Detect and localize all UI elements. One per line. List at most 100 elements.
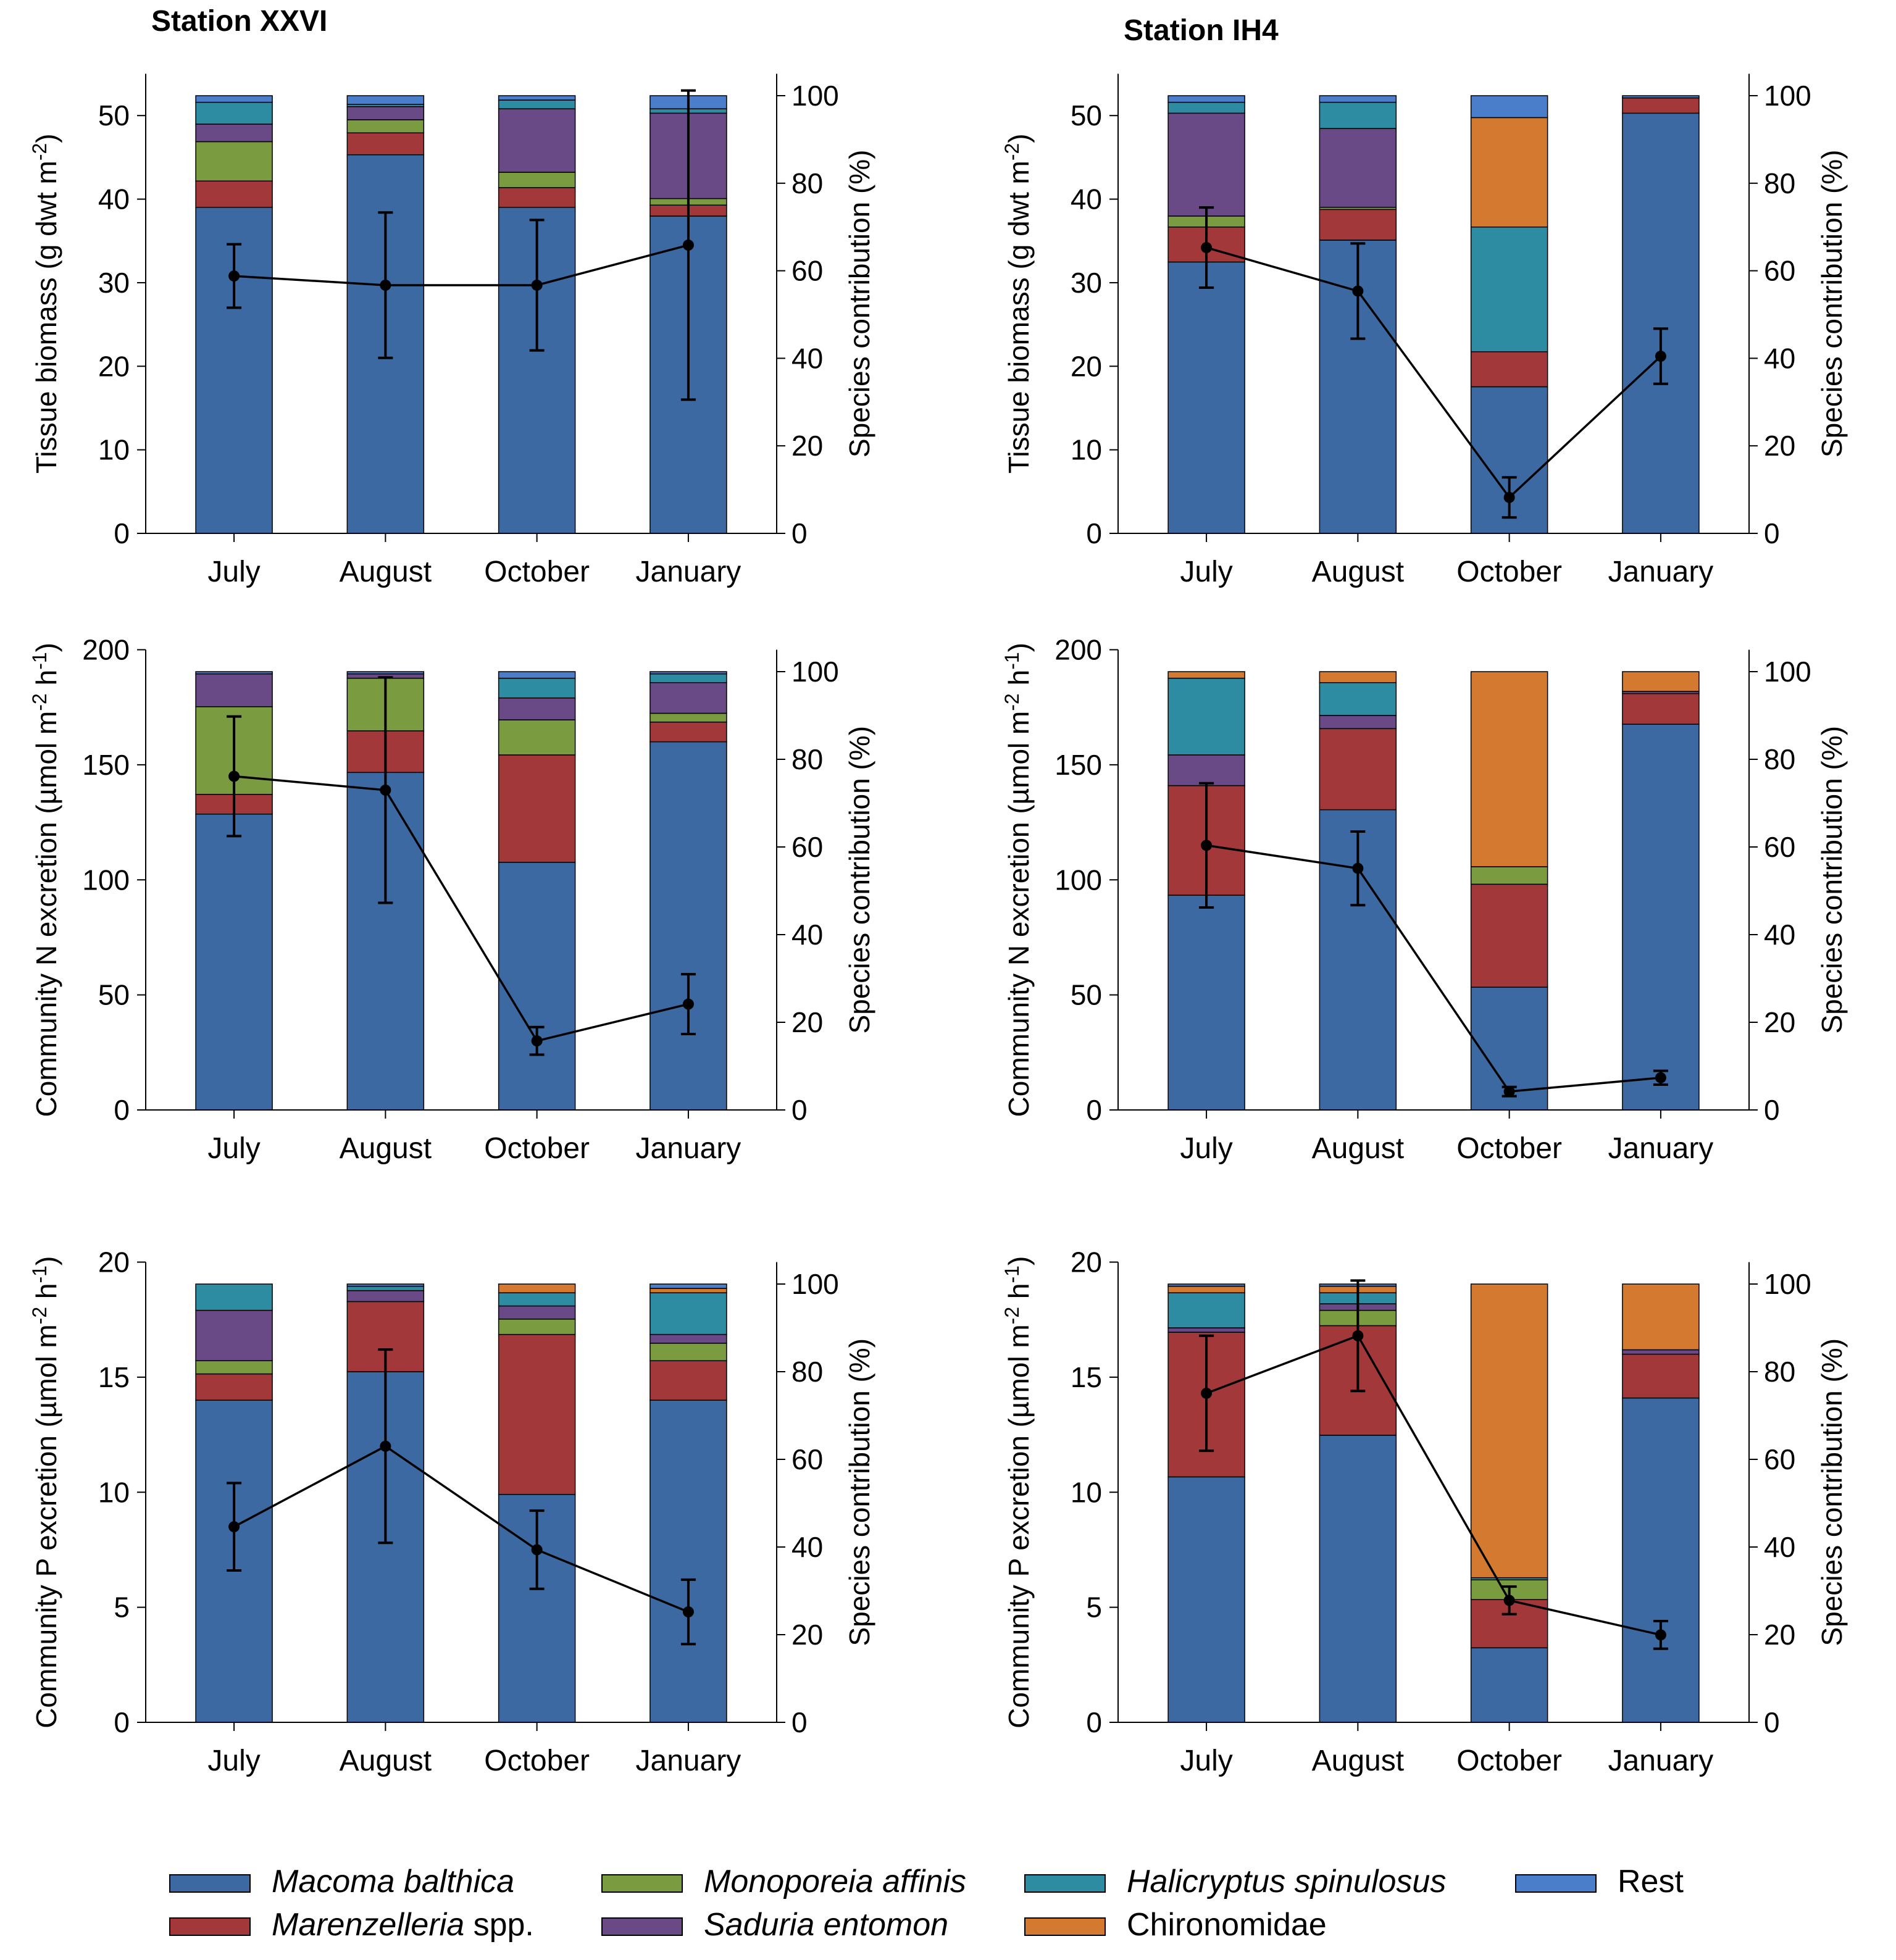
panel-station-xxvi-tissue-biomass: 0 10 20 30 40 50 0 20 40 60 80 100 July August October…	[28, 73, 875, 588]
x-tick-label-july: July	[207, 1132, 260, 1165]
left-tick-label: 200	[82, 634, 130, 666]
bar-segment-august-monoporeia-affinis	[346, 119, 425, 134]
bar-segment-october-monoporeia-affinis	[498, 1319, 576, 1335]
bar-segment-october-chironomidae	[1470, 671, 1548, 867]
right-tick-label: 0	[1764, 1094, 1780, 1126]
data-point-january	[1655, 351, 1666, 362]
bar-segment-july-halicryptus-spinulosus	[1167, 677, 1245, 756]
station-title-xxvi: Station XXVI	[151, 5, 327, 38]
bar-segment-july-macoma-balthica	[195, 1399, 273, 1723]
legend-swatch-marenzelleria-spp	[169, 1917, 251, 1936]
left-tick-label: 30	[98, 267, 130, 299]
data-point-august	[1352, 862, 1364, 874]
data-point-july	[228, 770, 240, 782]
bar-segment-january-saduria-entomon	[1622, 1349, 1700, 1355]
bar-segment-july-rest	[1167, 95, 1245, 103]
bar-segment-july-monoporeia-affinis	[195, 1360, 273, 1375]
x-tick-label-october: October	[484, 1745, 590, 1777]
bar-segment-october-marenzelleria-spp	[498, 1333, 576, 1495]
y-axis-label-part: )	[1003, 643, 1035, 652]
y-axis-label-superscript: -2	[1001, 143, 1023, 161]
bar-segment-july-marenzelleria-spp	[195, 1373, 273, 1401]
right-tick-label: 100	[791, 80, 839, 112]
right-tick-label: 40	[1764, 919, 1795, 951]
left-tick-label: 0	[1086, 1706, 1102, 1738]
bar-segment-july-saduria-entomon	[1167, 754, 1245, 786]
bar-segment-july-halicryptus-spinulosus	[1167, 1292, 1245, 1328]
data-point-july	[1201, 1387, 1213, 1399]
right-tick-label: 20	[1764, 1006, 1795, 1038]
legend-label-italic: Halicryptus spinulosus	[1127, 1864, 1446, 1900]
bar-segment-october-monoporeia-affinis	[498, 719, 576, 756]
left-tick-label: 150	[82, 749, 130, 781]
x-tick-label-october: October	[484, 1132, 590, 1165]
data-point-october	[531, 1035, 543, 1047]
bar-segment-october-saduria-entomon	[498, 1305, 576, 1320]
right-tick-label: 20	[1764, 1619, 1795, 1651]
left-tick-label: 0	[1086, 517, 1102, 549]
x-tick-label-october: October	[1456, 1745, 1562, 1777]
data-point-october	[1503, 1086, 1515, 1098]
bar-segment-october-rest	[498, 95, 576, 101]
bar-segment-january-macoma-balthica	[649, 741, 727, 1111]
bar-segment-october-saduria-entomon	[498, 108, 576, 173]
x-tick-label-july: July	[1180, 556, 1232, 588]
bar-segment-august-rest	[346, 671, 425, 675]
bar-segment-january-monoporeia-affinis	[649, 712, 727, 723]
legend-label-italic: Macoma balthica	[272, 1864, 514, 1900]
bar-segment-october-rest	[498, 671, 576, 679]
left-tick-label: 0	[114, 517, 130, 549]
y-axis-label-part: h	[30, 670, 62, 693]
left-tick-label: 100	[1054, 864, 1102, 896]
y-axis-label-part: )	[1003, 1256, 1035, 1266]
y-axis-label-superscript: -2	[28, 693, 51, 711]
right-tick-label: 80	[791, 1356, 823, 1388]
x-tick-label-august: August	[340, 1745, 432, 1777]
series-line	[1206, 246, 1662, 499]
y-axis-label-part: )	[30, 133, 62, 143]
right-tick-label: 80	[791, 167, 823, 199]
right-tick-label: 100	[791, 1268, 839, 1300]
bar-segment-october-chironomidae	[1470, 1283, 1548, 1578]
bar-segment-july-saduria-entomon	[195, 1309, 273, 1362]
bar-segment-august-marenzelleria-spp	[1319, 209, 1397, 241]
legend-label-halicryptus-spinulosus: Halicryptus spinulosus	[1127, 1864, 1446, 1900]
right-tick-label: 60	[1764, 1443, 1795, 1475]
y-axis-label-superscript: -1	[1001, 1266, 1023, 1283]
bar-segment-january-marenzelleria-spp	[1622, 693, 1700, 725]
x-tick-label-january: January	[1608, 1132, 1714, 1165]
right-tick-label: 100	[1764, 1268, 1811, 1300]
series-line	[233, 1445, 689, 1613]
bar-segment-january-chironomidae	[1622, 671, 1700, 692]
bar-segment-july-saduria-entomon	[1167, 112, 1245, 217]
bar-segment-october-marenzelleria-spp	[498, 754, 576, 863]
legend-swatch-halicryptus-spinulosus	[1024, 1874, 1106, 1893]
y-axis-label-superscript: -2	[28, 1307, 51, 1324]
bar-segment-october-marenzelleria-spp	[1470, 351, 1548, 388]
bar-segment-january-marenzelleria-spp	[1622, 97, 1700, 114]
right-tick-label: 40	[1764, 1531, 1795, 1563]
bar-segment-january-chironomidae	[649, 1288, 727, 1293]
legend-item-chironomidae: Chironomidae	[1024, 1907, 1327, 1943]
bar-segment-july-rest	[1167, 1283, 1245, 1287]
y-axis-label-superscript: -1	[1001, 652, 1023, 669]
legend-label-plain: spp.	[464, 1907, 534, 1943]
y2-axis-label: Species contribution (%)	[843, 1338, 875, 1646]
right-tick-label: 20	[1764, 430, 1795, 462]
y-axis-label-part: )	[30, 1256, 62, 1266]
legend-label-italic: Saduria entomon	[704, 1907, 948, 1943]
y-axis-label: Tissue biomass (g dwt m-2)	[1001, 133, 1035, 473]
bar-segment-january-marenzelleria-spp	[1622, 1353, 1700, 1399]
legend-label-rest: Rest	[1618, 1864, 1684, 1900]
data-point-august	[380, 279, 391, 291]
left-tick-label: 10	[1071, 1476, 1102, 1508]
bar-segment-january-rest	[1622, 95, 1700, 99]
bar-segment-october-saduria-entomon	[498, 697, 576, 720]
data-point-july	[1201, 840, 1213, 851]
x-tick-label-january: January	[636, 1745, 741, 1777]
bar-segment-october-rest	[1470, 95, 1548, 119]
right-tick-label: 60	[791, 255, 823, 287]
right-tick-label: 100	[791, 656, 839, 688]
left-tick-label: 50	[98, 99, 130, 131]
left-tick-label: 20	[1071, 1246, 1102, 1278]
